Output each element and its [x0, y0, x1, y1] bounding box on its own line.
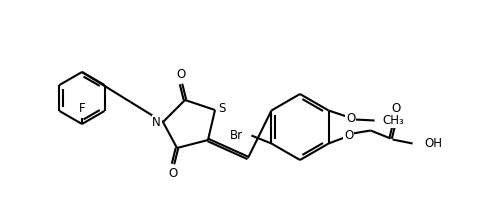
Text: CH₃: CH₃	[383, 114, 404, 127]
Text: Br: Br	[231, 129, 244, 142]
Text: S: S	[218, 102, 226, 114]
Text: O: O	[391, 102, 400, 116]
Text: N: N	[152, 116, 161, 128]
Text: O: O	[176, 68, 186, 81]
Text: O: O	[346, 112, 355, 125]
Text: O: O	[168, 167, 178, 180]
Text: O: O	[344, 129, 353, 142]
Text: F: F	[79, 102, 85, 115]
Text: OH: OH	[425, 137, 443, 150]
